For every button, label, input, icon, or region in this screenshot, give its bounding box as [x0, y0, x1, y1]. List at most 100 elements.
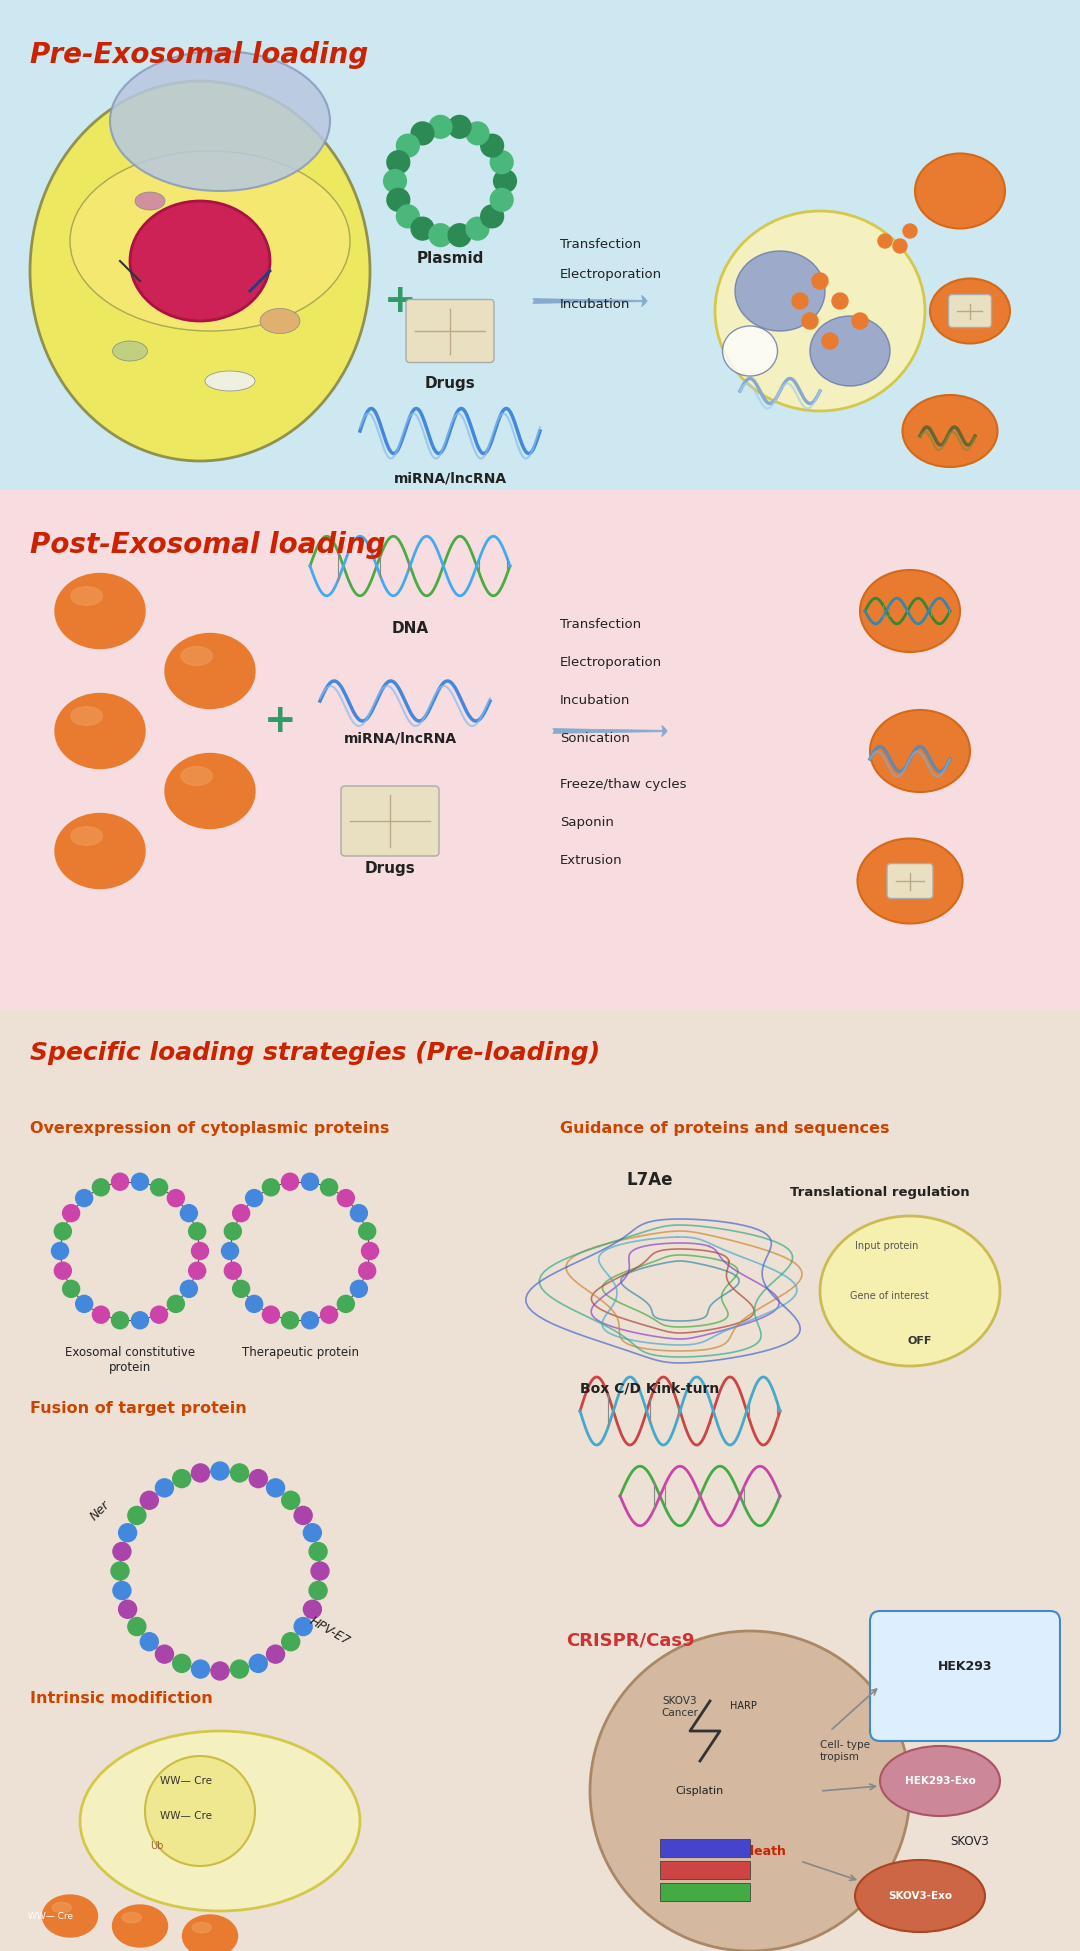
Circle shape [337, 1190, 354, 1206]
Circle shape [309, 1543, 327, 1561]
Circle shape [303, 1600, 322, 1617]
Text: Incubation: Incubation [561, 695, 631, 706]
Circle shape [221, 1243, 239, 1260]
Text: Ner: Ner [87, 1498, 112, 1524]
Circle shape [489, 187, 514, 213]
Text: Drugs: Drugs [365, 860, 416, 876]
Text: Transfection: Transfection [561, 618, 642, 630]
Ellipse shape [903, 394, 998, 466]
Text: OFF: OFF [908, 1336, 932, 1346]
Circle shape [140, 1633, 159, 1651]
Circle shape [230, 1660, 248, 1678]
Ellipse shape [165, 753, 255, 829]
Circle shape [232, 1204, 249, 1221]
Ellipse shape [80, 1731, 360, 1910]
Ellipse shape [71, 827, 103, 845]
Text: Incubation: Incubation [561, 299, 631, 310]
Ellipse shape [205, 371, 255, 390]
Circle shape [321, 1305, 338, 1323]
Ellipse shape [715, 211, 924, 412]
Circle shape [465, 217, 489, 240]
Text: SKOV3: SKOV3 [950, 1834, 989, 1848]
Circle shape [249, 1469, 267, 1487]
Text: Exosomal constitutive
protein: Exosomal constitutive protein [65, 1346, 195, 1374]
Ellipse shape [110, 51, 330, 191]
Circle shape [294, 1617, 312, 1635]
Circle shape [111, 1311, 129, 1329]
Circle shape [359, 1262, 376, 1280]
Text: Fusion of target protein: Fusion of target protein [30, 1401, 246, 1416]
Circle shape [852, 312, 868, 330]
Text: Box C/D Kink-turn: Box C/D Kink-turn [580, 1381, 719, 1395]
Text: Freeze/thaw cycles: Freeze/thaw cycles [561, 778, 687, 790]
Text: Therapeutic protein: Therapeutic protein [242, 1346, 359, 1360]
Circle shape [447, 115, 472, 139]
Circle shape [132, 1173, 148, 1190]
Ellipse shape [130, 201, 270, 322]
Ellipse shape [180, 767, 213, 786]
Circle shape [294, 1506, 312, 1524]
Circle shape [211, 1461, 229, 1481]
FancyBboxPatch shape [948, 295, 991, 328]
Text: WW— Cre: WW— Cre [160, 1811, 212, 1820]
Ellipse shape [112, 341, 148, 361]
Circle shape [167, 1190, 185, 1206]
Text: Saponin: Saponin [561, 816, 613, 829]
Circle shape [262, 1178, 280, 1196]
Circle shape [189, 1223, 205, 1239]
Circle shape [282, 1173, 298, 1190]
FancyBboxPatch shape [870, 1612, 1059, 1740]
Text: Electroporation: Electroporation [561, 656, 662, 669]
Circle shape [303, 1524, 322, 1541]
Ellipse shape [260, 308, 300, 334]
Circle shape [410, 217, 434, 240]
Circle shape [383, 170, 407, 193]
Circle shape [267, 1479, 284, 1496]
Ellipse shape [55, 574, 145, 648]
FancyBboxPatch shape [0, 0, 1080, 490]
Circle shape [76, 1295, 93, 1313]
Circle shape [878, 234, 892, 248]
Bar [660, 1861, 750, 1879]
Ellipse shape [855, 1859, 985, 1931]
Circle shape [93, 1178, 109, 1196]
Text: Overexpression of cytoplasmic proteins: Overexpression of cytoplasmic proteins [30, 1122, 390, 1135]
Circle shape [119, 1600, 136, 1617]
Text: Plasmid: Plasmid [416, 252, 484, 265]
Circle shape [119, 1524, 136, 1541]
Text: HEK293: HEK293 [937, 1660, 993, 1672]
Circle shape [211, 1662, 229, 1680]
Ellipse shape [55, 693, 145, 769]
FancyBboxPatch shape [341, 786, 438, 856]
Circle shape [156, 1645, 174, 1662]
Circle shape [429, 222, 453, 248]
Circle shape [893, 240, 907, 254]
Circle shape [189, 1262, 205, 1280]
Ellipse shape [55, 814, 145, 888]
Ellipse shape [183, 1916, 238, 1951]
Ellipse shape [135, 191, 165, 211]
Ellipse shape [180, 646, 213, 665]
Circle shape [489, 150, 514, 174]
Circle shape [230, 1463, 248, 1483]
Circle shape [309, 1582, 327, 1600]
Ellipse shape [165, 634, 255, 708]
Circle shape [282, 1311, 298, 1329]
Circle shape [282, 1491, 300, 1510]
Circle shape [113, 1582, 131, 1600]
Circle shape [410, 121, 434, 146]
Ellipse shape [915, 154, 1005, 228]
Text: Input protein: Input protein [855, 1241, 918, 1251]
Text: CRISPR/Cas9: CRISPR/Cas9 [566, 1631, 694, 1649]
Circle shape [191, 1660, 210, 1678]
FancyBboxPatch shape [0, 490, 1080, 1011]
Text: Intrinsic modifiction: Intrinsic modifiction [30, 1692, 213, 1705]
Text: WW— Cre: WW— Cre [27, 1912, 72, 1920]
Circle shape [76, 1190, 93, 1206]
Ellipse shape [112, 1904, 167, 1947]
Ellipse shape [860, 570, 960, 652]
Text: HARP: HARP [730, 1701, 757, 1711]
Ellipse shape [30, 82, 370, 460]
Circle shape [812, 273, 828, 289]
Ellipse shape [735, 252, 825, 332]
